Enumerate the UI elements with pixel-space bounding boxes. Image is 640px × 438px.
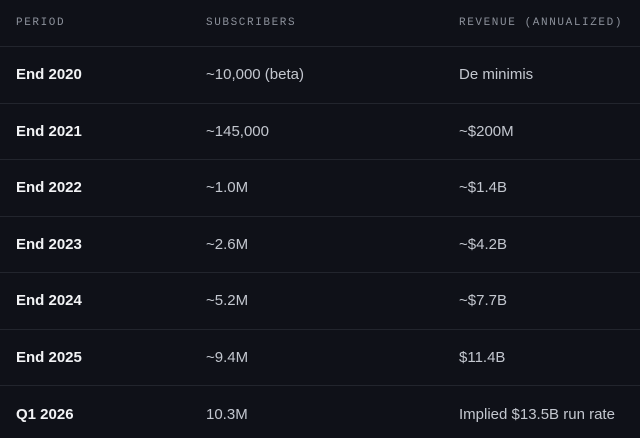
table-cell: End 2023 <box>16 235 82 253</box>
table-cell: De minimis <box>459 66 534 84</box>
table-cell: Q1 2026 <box>16 405 74 423</box>
table-cell: Implied $13.5B run rate <box>459 405 615 423</box>
table-row: End 2024 ~5.2M ~$7.7B <box>0 273 640 330</box>
table-cell: ~$4.2B <box>459 235 507 253</box>
table-cell: ~9.4M <box>206 348 249 366</box>
table-row: End 2022 ~1.0M ~$1.4B <box>0 160 640 217</box>
column-header: REVENUE (ANNUALIZED) <box>459 17 624 29</box>
table-cell: ~$200M <box>459 122 514 140</box>
table-row: Q1 2026 10.3M Implied $13.5B run rate <box>0 386 640 438</box>
table-cell: ~5.2M <box>206 292 249 310</box>
table-cell: ~10,000 (beta) <box>206 66 304 84</box>
table-row: End 2025 ~9.4M $11.4B <box>0 330 640 386</box>
table-cell: End 2025 <box>16 348 82 366</box>
table-row: End 2023 ~2.6M ~$4.2B <box>0 217 640 273</box>
table-row: End 2020 ~10,000 (beta) De minimis <box>0 47 640 104</box>
table-cell: ~$1.4B <box>459 179 507 197</box>
table-cell: ~$7.7B <box>459 292 507 310</box>
table-cell: End 2020 <box>16 66 82 84</box>
table-cell: End 2021 <box>16 122 82 140</box>
column-header: SUBSCRIBERS <box>206 17 297 29</box>
table-cell: ~2.6M <box>206 235 249 253</box>
table-cell: $11.4B <box>459 348 506 366</box>
table-cell: End 2022 <box>16 179 82 197</box>
table-cell: End 2024 <box>16 292 82 310</box>
table-cell: 10.3M <box>206 405 248 423</box>
table-cell: ~145,000 <box>206 122 269 140</box>
column-header: PERIOD <box>16 17 66 29</box>
header-row: PERIOD SUBSCRIBERS REVENUE (ANNUALIZED) <box>0 0 640 47</box>
table-row: End 2021 ~145,000 ~$200M <box>0 104 640 160</box>
table-cell: ~1.0M <box>206 179 249 197</box>
